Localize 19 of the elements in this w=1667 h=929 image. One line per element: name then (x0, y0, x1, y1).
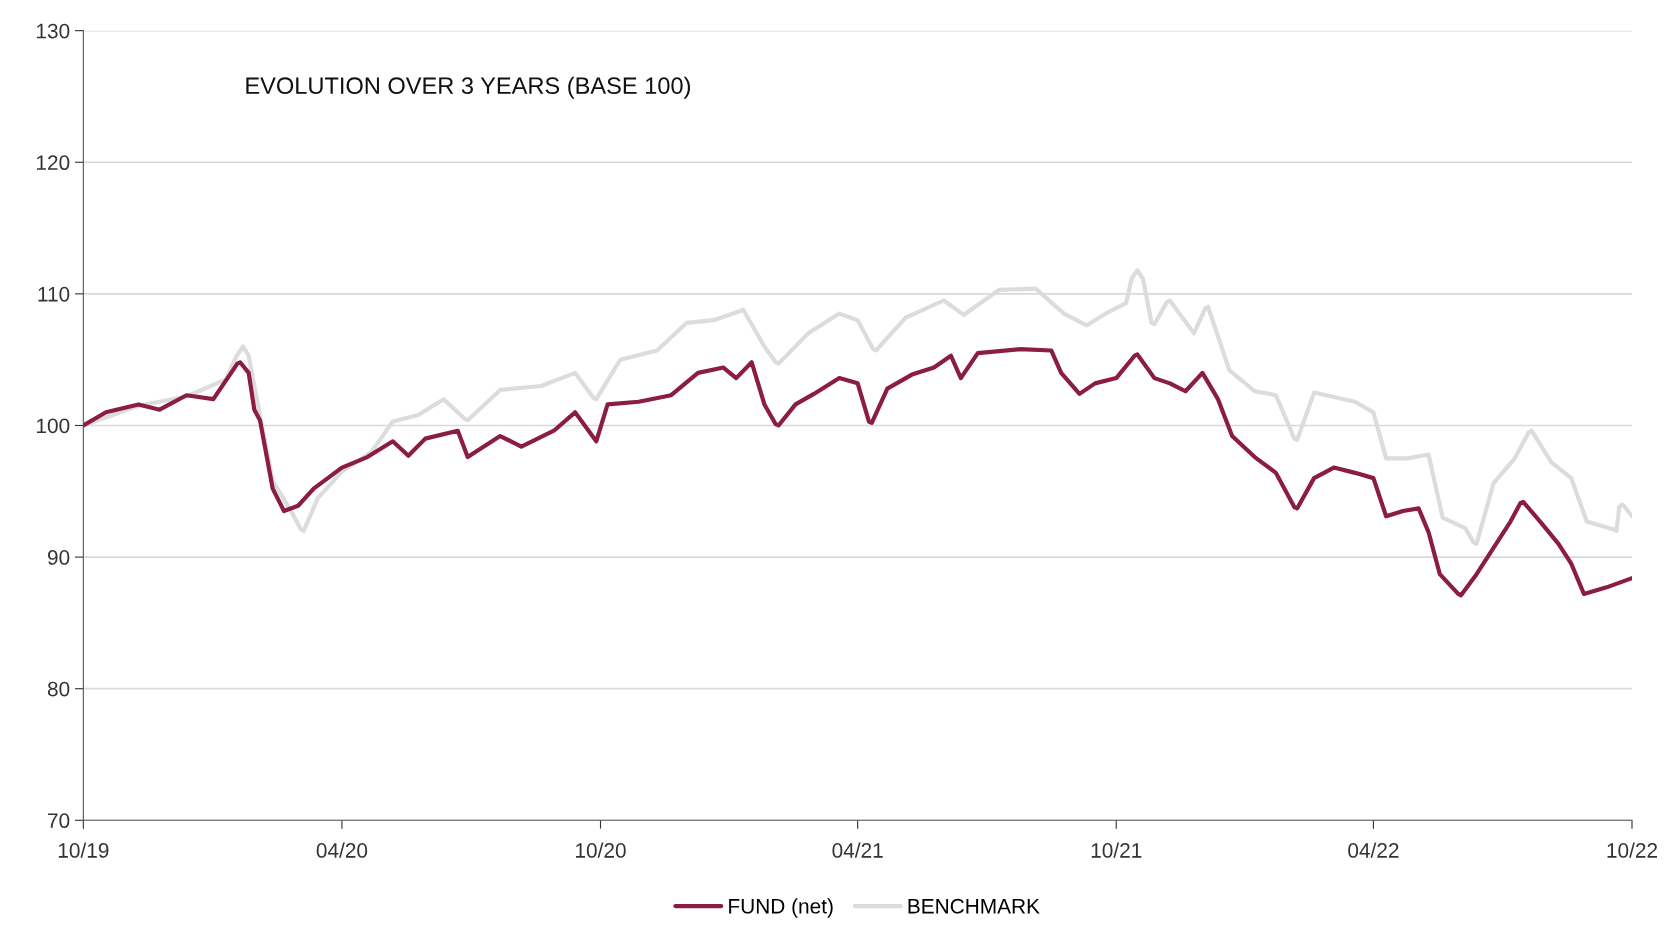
line-series (83, 268, 1632, 547)
y-tick-label: 130 (36, 23, 70, 39)
x-tick-label: 10/22 (1607, 842, 1658, 858)
y-tick-label: 70 (48, 813, 70, 829)
y-tick-label: 120 (36, 155, 70, 171)
y-tick-label: 100 (36, 418, 70, 434)
x-tick-label: 04/21 (832, 842, 883, 858)
line-series (83, 347, 1632, 598)
x-tick-label: 10/19 (58, 842, 109, 858)
legend-label: FUND (net) (729, 898, 833, 918)
y-tick-label: 90 (47, 550, 70, 565)
legend-label: BENCHMARK (908, 898, 1040, 914)
x-tick-label: 10/21 (1091, 842, 1142, 858)
x-tick-label: 10/20 (576, 842, 626, 858)
y-tick-label: 80 (47, 681, 70, 697)
x-tick-label: 04/22 (1348, 842, 1399, 858)
y-tick-label: 110 (38, 286, 70, 302)
x-tick-label: 04/20 (316, 842, 368, 858)
text: EVOLUTION OVER 3 YEARS (BASE 100) (246, 76, 690, 99)
